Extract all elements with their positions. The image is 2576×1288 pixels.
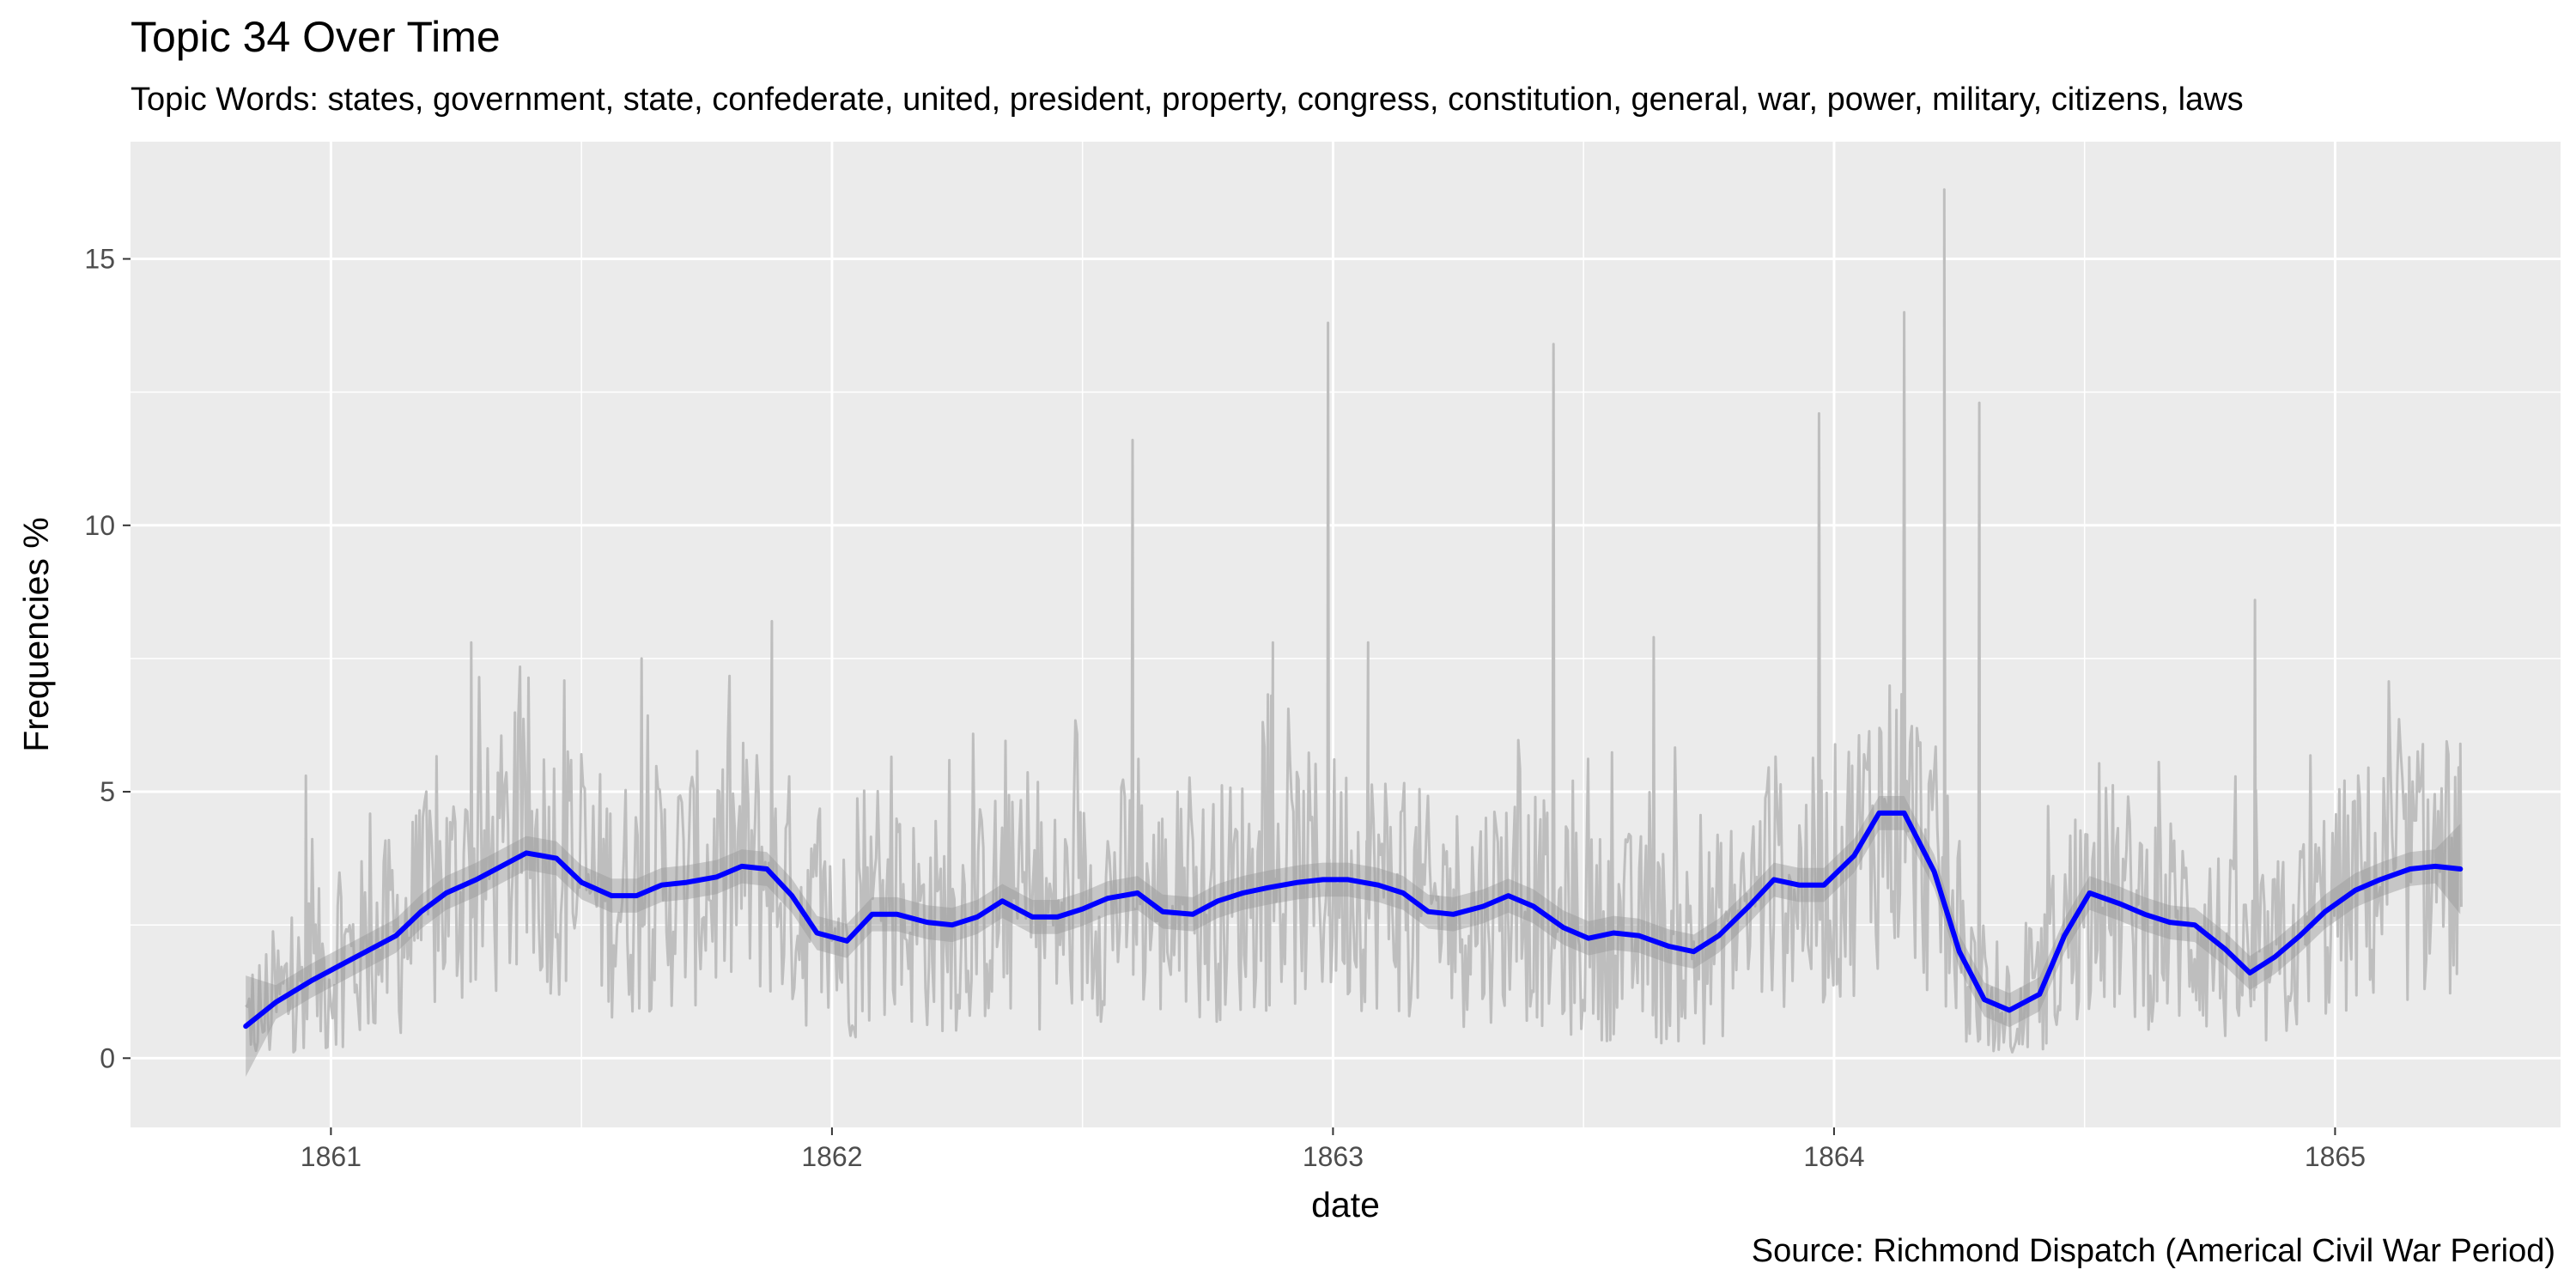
smooth-trend-line <box>243 810 2464 1030</box>
y-tick-label: 15 <box>84 244 115 275</box>
smooth-layer <box>243 810 2464 1030</box>
x-axis: 1861 1862 1863 1864 1865 <box>301 1127 2366 1172</box>
x-tick-label: 1864 <box>1803 1141 1864 1172</box>
y-tick-label: 0 <box>100 1042 115 1073</box>
y-tick-label: 5 <box>100 776 115 807</box>
y-tick-label: 10 <box>84 510 115 541</box>
y-axis: 0 5 10 15 <box>84 244 131 1073</box>
x-tick-label: 1862 <box>801 1141 862 1172</box>
x-axis-title: date <box>1311 1185 1380 1224</box>
x-tick-label: 1861 <box>301 1141 361 1172</box>
chart-title: Topic 34 Over Time <box>131 13 501 61</box>
x-tick-label: 1865 <box>2305 1141 2366 1172</box>
x-tick-label: 1863 <box>1303 1141 1364 1172</box>
chart-subtitle: Topic Words: states, government, state, … <box>131 82 2244 118</box>
chart-caption: Source: Richmond Dispatch (Americal Civi… <box>1751 1233 2555 1269</box>
y-axis-title: Frequencies % <box>16 517 56 751</box>
grid-major <box>131 142 2561 1127</box>
